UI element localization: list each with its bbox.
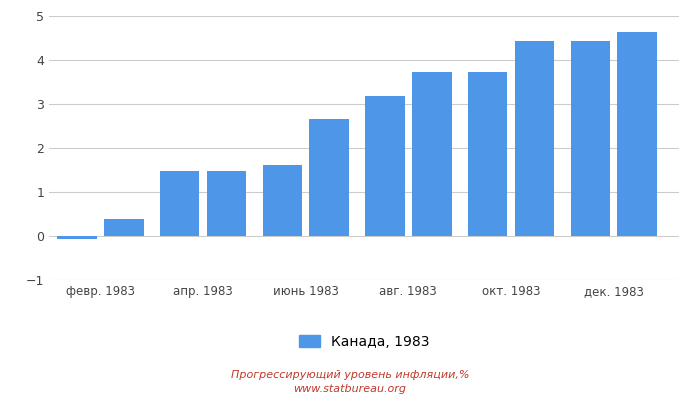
Bar xyxy=(104,219,144,236)
Bar xyxy=(57,236,97,239)
Bar xyxy=(309,119,349,236)
Bar xyxy=(262,165,302,236)
Bar xyxy=(160,171,199,236)
Bar xyxy=(365,96,405,236)
Bar xyxy=(412,72,452,236)
Legend: Канада, 1983: Канада, 1983 xyxy=(293,329,435,354)
Bar xyxy=(206,171,246,236)
Bar xyxy=(617,32,657,236)
Bar xyxy=(570,41,610,236)
Text: Прогрессирующий уровень инфляции,%: Прогрессирующий уровень инфляции,% xyxy=(231,370,469,380)
Bar xyxy=(514,41,554,236)
Text: www.statbureau.org: www.statbureau.org xyxy=(293,384,407,394)
Bar xyxy=(468,72,508,236)
